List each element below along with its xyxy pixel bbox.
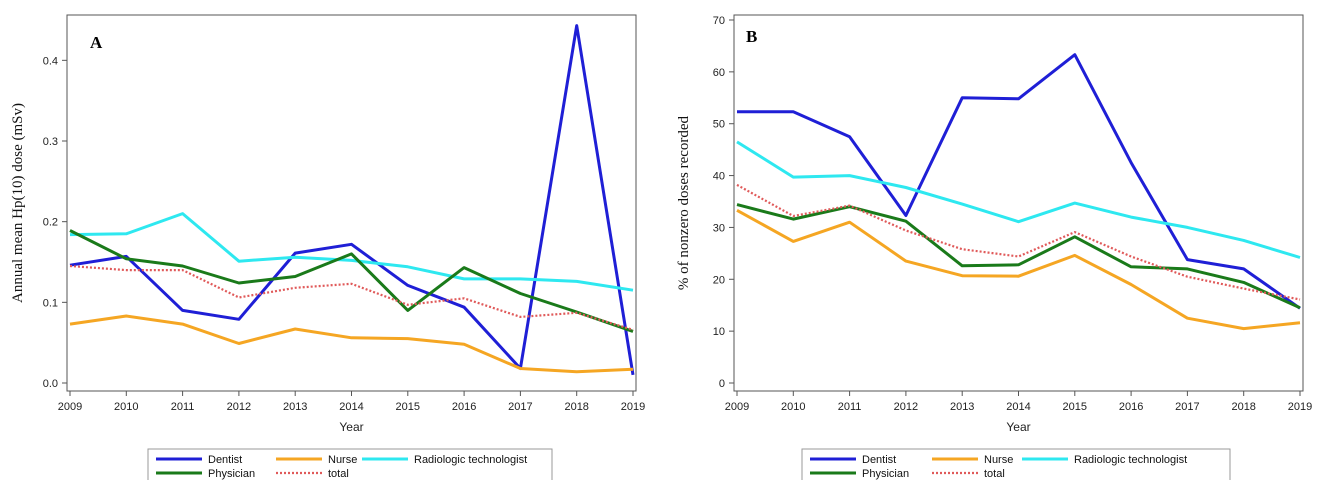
x-tick-label: 2014 — [339, 401, 363, 413]
x-tick-label: 2014 — [1006, 401, 1030, 413]
y-tick-label: 30 — [713, 222, 725, 234]
x-tick-label: 2009 — [58, 401, 82, 413]
x-tick-label: 2015 — [396, 401, 420, 413]
x-tick-label: 2018 — [1231, 401, 1255, 413]
x-tick-label: 2013 — [283, 401, 307, 413]
series-line-dentist — [69, 24, 635, 376]
x-tick-label: 2016 — [1119, 401, 1143, 413]
legend-entry: Dentist — [862, 454, 896, 466]
series-line-radiologic-technologist — [736, 140, 1301, 259]
y-tick-label: 0.1 — [43, 297, 58, 309]
legend-box — [801, 448, 1231, 483]
y-tick-label: 60 — [713, 67, 725, 79]
y-tick-label: 10 — [713, 326, 725, 338]
legend-entry: Nurse — [328, 454, 357, 466]
y-tick-label: 0.2 — [43, 217, 58, 229]
series-line-physician — [69, 229, 634, 333]
series-line-nurse — [736, 208, 1301, 331]
legend-entry: Physician — [208, 468, 255, 480]
y-tick-label: 50 — [713, 119, 725, 131]
plot-frame — [733, 14, 1304, 392]
legend-entry: Nurse — [984, 454, 1013, 466]
series-line-radiologic-technologist — [69, 212, 634, 292]
plot-frame — [66, 14, 637, 392]
panel-label: B — [746, 27, 757, 46]
series-line-total — [69, 264, 634, 331]
chart-panel-b: 0 10 20 30 40 50 60 70 2009 2010 2011 2012 2013 2014 2… — [676, 14, 1312, 483]
series-line-total — [736, 183, 1301, 301]
x-tick-label: 2011 — [838, 401, 862, 413]
chart-panel-a: 0.0 0.1 0.2 0.3 0.4 2009 2010 2011 2012 2013 2014 2… — [10, 14, 645, 483]
series-line-nurse — [69, 314, 634, 374]
legend-entry: total — [328, 468, 349, 480]
y-tick-label: 0.3 — [43, 136, 58, 148]
y-tick-label: 20 — [713, 274, 725, 286]
legend-entry: total — [984, 468, 1005, 480]
x-axis-title: Year — [339, 420, 363, 434]
x-tick-label: 2009 — [725, 401, 749, 413]
y-axis-title: Annual mean Hp(10) dose (mSv) — [10, 103, 26, 303]
x-tick-label: 2013 — [950, 401, 974, 413]
x-tick-label: 2018 — [564, 401, 588, 413]
y-tick-label: 70 — [713, 15, 725, 27]
legend: Dentist Nurse Radiologic technologist Physi… — [801, 448, 1231, 483]
x-tick-label: 2015 — [1063, 401, 1087, 413]
y-tick-label: 0 — [719, 378, 725, 390]
x-tick-label: 2011 — [171, 401, 195, 413]
legend-entry: Dentist — [208, 454, 242, 466]
x-tick-label: 2010 — [781, 401, 805, 413]
series-line-physician — [736, 203, 1301, 310]
series-line-dentist — [737, 53, 1301, 310]
y-tick-label: 0.0 — [43, 378, 58, 390]
x-tick-label: 2012 — [894, 401, 918, 413]
y-tick-label: 0.4 — [43, 55, 58, 67]
x-tick-label: 2016 — [452, 401, 476, 413]
x-tick-label: 2010 — [114, 401, 138, 413]
panel-label: A — [90, 33, 103, 52]
legend-entry: Radiologic technologist — [1074, 454, 1187, 466]
x-tick-label: 2019 — [621, 401, 645, 413]
x-tick-label: 2012 — [227, 401, 251, 413]
x-tick-label: 2019 — [1288, 401, 1312, 413]
legend-entry: Radiologic technologist — [414, 454, 527, 466]
x-tick-label: 2017 — [508, 401, 532, 413]
legend-entry: Physician — [862, 468, 909, 480]
x-axis-title: Year — [1006, 420, 1030, 434]
x-tick-label: 2017 — [1175, 401, 1199, 413]
legend: Dentist Nurse Radiologic technologist Physi… — [147, 448, 553, 483]
y-tick-label: 40 — [713, 171, 725, 183]
y-axis-title: % of nonzero doses recorded — [676, 115, 692, 290]
